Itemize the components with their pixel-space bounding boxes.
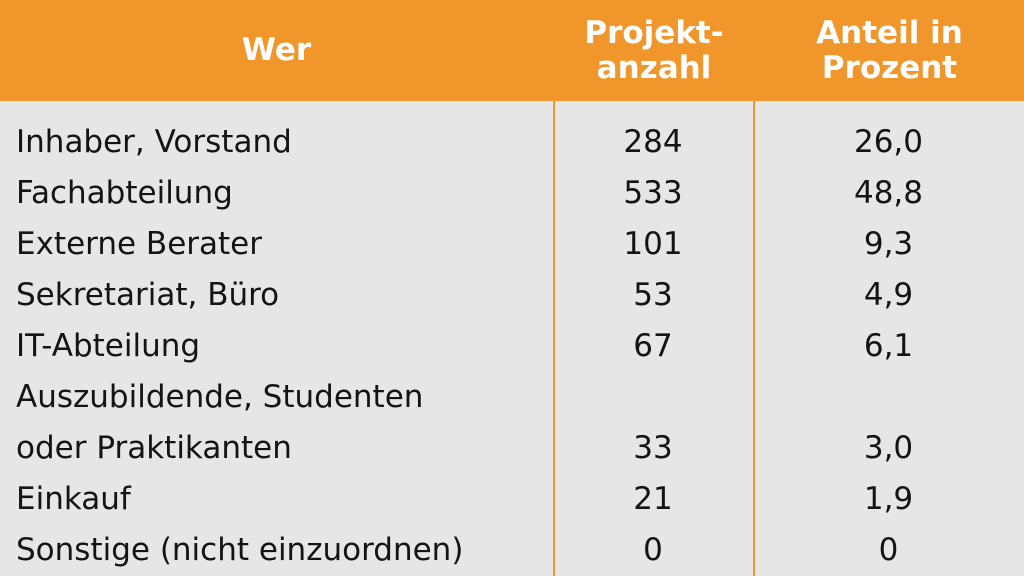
table-header: Wer Projekt- anzahl Anteil in Prozent [0,0,1024,101]
cell-who: Sonstige (nicht einzuordnen) [16,532,464,568]
cell-share: 4,9 [863,277,914,313]
table-row: Sonstige (nicht einzuordnen) 0 0 [0,525,1024,576]
cell-who: Auszubildende, Studenten oder Praktikant… [16,379,424,466]
cell-who: Sekretariat, Büro [16,277,280,313]
cell-count: 0 [643,532,663,568]
table-row: Sekretariat, Büro 53 4,9 [0,270,1024,321]
header-project-count: Projekt- anzahl [584,14,724,86]
cell-count: 101 [623,226,683,262]
cell-who: Fachabteilung [16,175,233,211]
table-row: Einkauf 21 1,9 [0,474,1024,525]
column-divider [753,0,755,576]
cell-share: 0 [878,532,899,568]
cell-share: 1,9 [863,481,914,517]
cell-share: 6,1 [863,328,914,364]
cell-count: 533 [623,175,683,211]
cell-share: 9,3 [863,226,914,262]
table-row: Fachabteilung 533 48,8 [0,168,1024,219]
table-body: Inhaber, Vorstand 284 26,0 Fachabteilung… [0,117,1024,576]
cell-count: 33 [633,430,673,466]
cell-count: 21 [633,481,673,517]
cell-count: 67 [633,328,673,364]
cell-who: Inhaber, Vorstand [16,124,292,160]
header-percentage: Anteil in Prozent [816,14,963,86]
cell-who: IT-Abteilung [16,328,201,364]
cell-share: 3,0 [863,430,914,466]
table-row: Externe Berater 101 9,3 [0,219,1024,270]
table-row: Auszubildende, Studenten oder Praktikant… [0,372,1024,474]
cell-who: Externe Berater [16,226,262,262]
cell-share: 48,8 [853,175,924,211]
column-divider [553,0,555,576]
table-row: IT-Abteilung 67 6,1 [0,321,1024,372]
header-who: Wer [241,32,312,68]
table-row: Inhaber, Vorstand 284 26,0 [0,117,1024,168]
cell-who: Einkauf [16,481,131,517]
cell-count: 284 [623,124,683,160]
cell-share: 26,0 [853,124,924,160]
cell-count: 53 [633,277,673,313]
